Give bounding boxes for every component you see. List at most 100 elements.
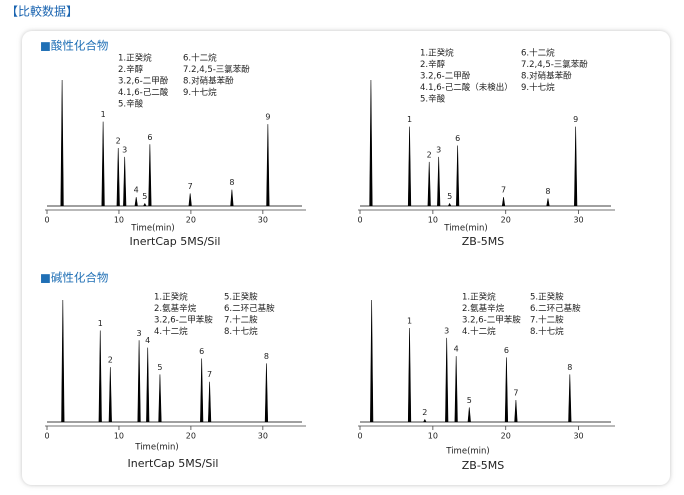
chart-title: InertCap 5MS/Sil — [130, 235, 221, 248]
legend-entry: 7.2,4,5-三氯苯酚 — [183, 64, 250, 75]
chart-title: ZB-5MS — [462, 235, 505, 248]
peak — [370, 299, 374, 423]
legend-entry: 5.正癸胺 — [530, 292, 564, 303]
legend-entry: 5.辛酸 — [420, 94, 446, 105]
peak — [200, 358, 204, 423]
peak-label: 6 — [455, 134, 460, 143]
peak — [407, 126, 412, 207]
peak-label: 1 — [407, 115, 412, 124]
legend-entry: 6.十二烷 — [183, 53, 217, 64]
legend-entry: 2.氨基辛烷 — [462, 303, 505, 314]
peak — [445, 337, 449, 423]
peak-label: 2 — [422, 408, 427, 417]
legend-entry: 2.辛醇 — [420, 59, 446, 70]
legend-entry: 7.十二胺 — [224, 315, 258, 326]
legend-entry: 8.对硝基苯酚 — [183, 76, 234, 87]
legend-entry: 3.2,6-二甲酚 — [420, 72, 471, 82]
peak-label: 5 — [447, 192, 452, 201]
peak — [143, 202, 147, 207]
peak-label: 7 — [513, 389, 518, 398]
legend-entry: 2.氨基辛烷 — [154, 303, 197, 314]
legend-entry: 6.二环己基胺 — [224, 303, 275, 314]
legend-entry: 8.十七烷 — [224, 326, 258, 337]
header: 【比較数据】 — [6, 4, 78, 19]
peak-label: 9 — [573, 115, 578, 124]
x-tick-label: 30 — [258, 432, 268, 441]
peak-label: 3 — [137, 329, 142, 338]
peak — [123, 156, 127, 207]
legend-entry: 9.十七烷 — [183, 87, 217, 98]
peak — [501, 197, 506, 207]
x-axis-label: Time(min) — [443, 224, 487, 234]
peak — [454, 356, 458, 423]
peak-label: 4 — [134, 186, 139, 195]
peak-label: 8 — [229, 178, 234, 187]
x-tick-label: 30 — [258, 216, 268, 225]
x-tick-label: 10 — [114, 216, 124, 225]
legend-entry: 4.十二烷 — [462, 326, 496, 337]
peak — [574, 126, 578, 207]
legend-entry: 5.正癸胺 — [224, 292, 258, 303]
x-tick-label: 10 — [114, 432, 124, 441]
peak-label: 5 — [467, 396, 472, 405]
peak — [546, 198, 550, 207]
peak-label: 8 — [545, 187, 550, 196]
peak-label: 5 — [157, 363, 162, 372]
peak — [146, 347, 150, 423]
peak — [158, 374, 162, 423]
peak — [504, 357, 509, 423]
peak — [137, 340, 141, 423]
x-tick-label: 10 — [428, 216, 438, 225]
peak-label: 1 — [101, 110, 106, 119]
legend-entry: 3.2,6-二甲酚 — [118, 77, 169, 87]
peak-label: 1 — [98, 319, 103, 328]
peak — [148, 144, 152, 207]
peak — [467, 407, 471, 423]
peak — [407, 328, 412, 423]
peak-label: 9 — [265, 113, 270, 122]
legend-entry: 4.1,6-己二酸 — [118, 87, 169, 98]
peak-label: 4 — [145, 336, 150, 345]
peak-label: 6 — [504, 346, 509, 355]
peak-label: 2 — [427, 150, 432, 159]
peak — [230, 189, 234, 207]
legend-entry: 8.十七烷 — [530, 326, 564, 337]
x-tick-label: 20 — [186, 216, 196, 225]
legend-entry: 1.正癸烷 — [154, 292, 188, 303]
peak — [108, 367, 112, 423]
x-tick-label: 20 — [186, 432, 196, 441]
legend-entry: 1.正癸烷 — [118, 53, 152, 64]
x-axis-label: Time(min) — [445, 447, 489, 457]
peak-label: 3 — [436, 145, 441, 154]
peak-label: 2 — [108, 356, 113, 365]
peak-label: 6 — [199, 347, 204, 356]
legend-entry: 8.对硝基苯酚 — [521, 71, 572, 82]
peak — [264, 363, 269, 423]
peak-label: 7 — [501, 186, 506, 195]
peak-label: 5 — [142, 192, 147, 201]
peak-label: 1 — [407, 317, 412, 326]
x-tick-label: 0 — [357, 216, 362, 225]
peak — [101, 121, 105, 207]
peak — [514, 400, 518, 423]
x-tick-label: 0 — [357, 432, 362, 441]
x-axis-label: Time(min) — [130, 224, 174, 234]
peak-label: 2 — [116, 137, 121, 146]
peak — [437, 156, 441, 207]
legend-entry: 3.2,6-二甲苯胺 — [462, 315, 521, 326]
legend-entry: 4.1,6-己二酸（未検出） — [420, 82, 513, 93]
peak-label: 6 — [147, 133, 152, 142]
legend-entry: 7.十二胺 — [530, 315, 564, 326]
peak — [61, 299, 65, 423]
peak-label: 8 — [264, 352, 269, 361]
legend-entry: 1.正癸烷 — [462, 292, 496, 303]
peak — [456, 145, 460, 207]
peak-label: 3 — [444, 326, 449, 335]
x-tick-label: 10 — [428, 432, 438, 441]
peak — [98, 330, 102, 423]
peak — [423, 418, 427, 423]
x-tick-label: 0 — [44, 432, 49, 441]
x-tick-label: 30 — [573, 216, 583, 225]
x-axis-label: Time(min) — [134, 443, 178, 453]
